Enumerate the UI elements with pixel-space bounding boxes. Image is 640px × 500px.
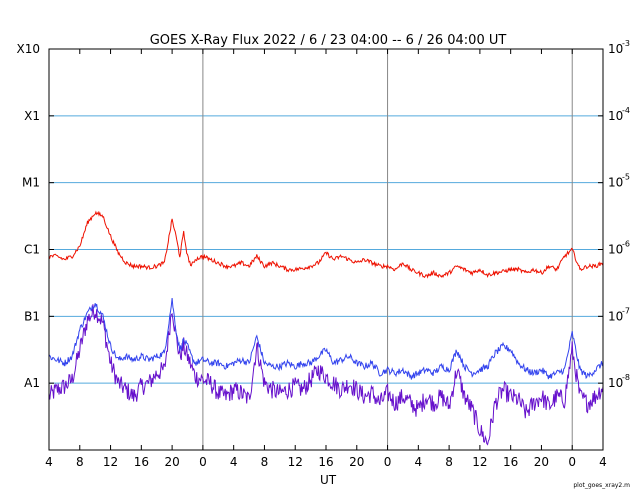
x-tick-label: 16 [503, 455, 518, 469]
x-tick-label: 20 [534, 455, 549, 469]
x-tick-label: 0 [199, 455, 207, 469]
flux-label-base: 10 [608, 376, 623, 390]
x-axis-label: UT [320, 473, 337, 487]
flux-label-exponent: -4 [622, 106, 630, 115]
grid-lines [49, 115, 603, 384]
x-tick-label: 0 [384, 455, 392, 469]
x-axis-ticks: 4 8 12 16 20 0 4 8 12 16 20 0 4 8 12 16 20 0 4 [45, 49, 607, 469]
x-tick-label: 20 [164, 455, 179, 469]
x-tick-label: 4 [599, 455, 607, 469]
flare-class-label: B1 [24, 309, 40, 323]
x-tick-label: 8 [445, 455, 453, 469]
x-tick-label: 12 [103, 455, 118, 469]
x-tick-label: 16 [318, 455, 333, 469]
flux-label-base: 10 [608, 176, 623, 190]
x-tick-label: 12 [472, 455, 487, 469]
flux-label-base: 10 [608, 243, 623, 257]
flux-label-base: 10 [608, 309, 623, 323]
flare-class-label: C1 [24, 243, 40, 257]
flux-label-exponent: -6 [622, 240, 630, 249]
chart-title: GOES X-Ray Flux 2022 / 6 / 23 04:00 -- 6… [150, 33, 507, 48]
right-axis-flux-labels: 10-810-710-610-510-410-3 [598, 39, 630, 390]
flare-class-label: M1 [22, 176, 40, 190]
series-short-line [48, 297, 604, 380]
series-long-line [48, 210, 604, 279]
x-tick-label: 16 [134, 455, 149, 469]
x-tick-label: 8 [261, 455, 269, 469]
flux-label-exponent: -5 [622, 173, 630, 182]
flux-label-exponent: -8 [622, 373, 630, 382]
flare-class-label: X1 [24, 109, 40, 123]
x-tick-label: 4 [45, 455, 53, 469]
left-axis-flare-classes: A1 B1 C1 M1 X1 X10 [17, 42, 54, 390]
x-tick-label: 4 [415, 455, 423, 469]
x-tick-label: 8 [76, 455, 84, 469]
x-tick-label: 20 [349, 455, 364, 469]
footer-credit: plot_goes_xray2.m [573, 482, 630, 489]
flux-series [48, 210, 604, 446]
flux-label-exponent: -3 [622, 39, 630, 48]
flare-class-label: X10 [17, 42, 41, 56]
flux-label-base: 10 [608, 42, 623, 56]
series-short_low-line [48, 304, 604, 446]
x-tick-label: 4 [230, 455, 238, 469]
flare-class-label: A1 [24, 376, 40, 390]
x-tick-label: 12 [288, 455, 303, 469]
flux-label-exponent: -7 [622, 306, 630, 315]
flux-label-base: 10 [608, 109, 623, 123]
x-tick-label: 0 [568, 455, 576, 469]
